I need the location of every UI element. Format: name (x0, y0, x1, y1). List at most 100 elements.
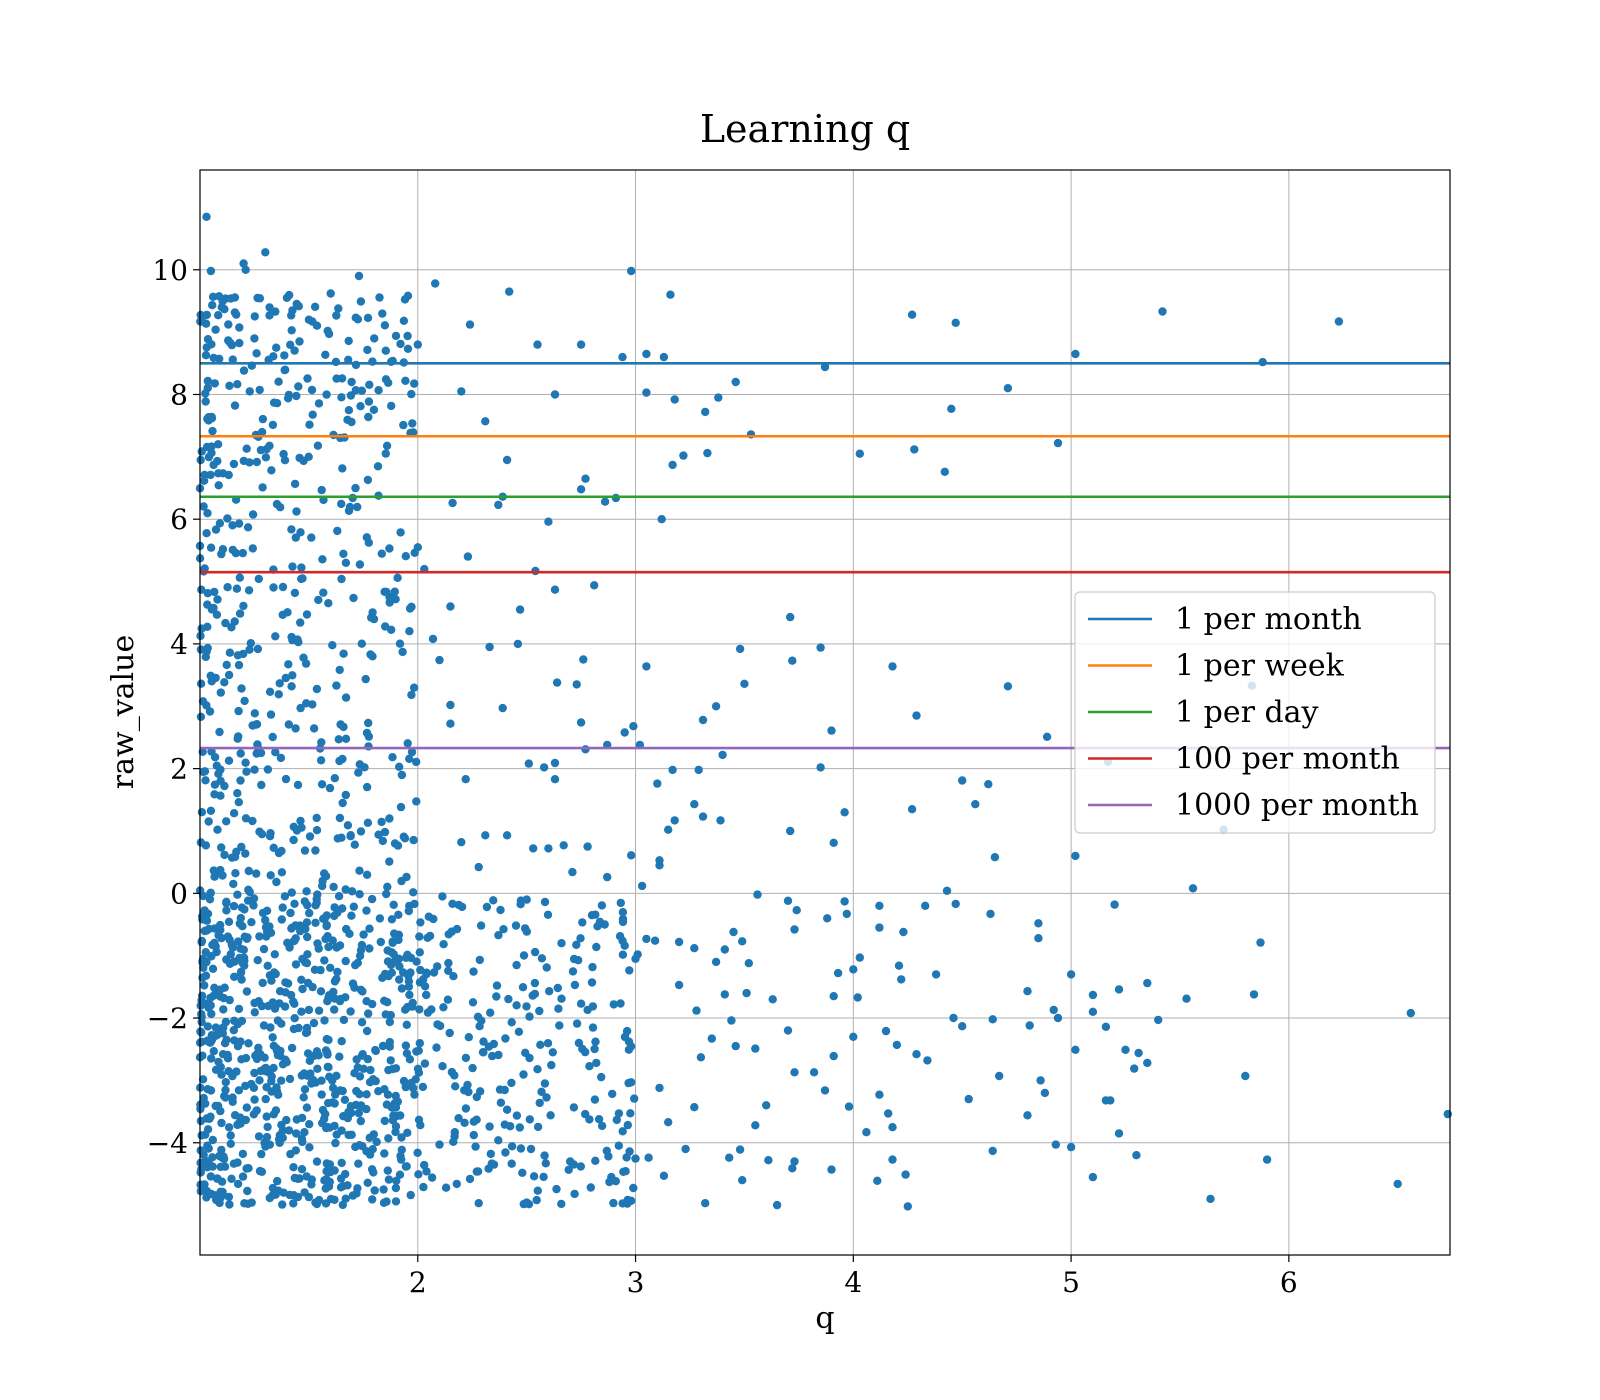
scatter-point (261, 453, 271, 462)
scatter-point (340, 1095, 350, 1105)
scatter-point (474, 1199, 483, 1208)
scatter-point (751, 1044, 760, 1053)
scatter-point (995, 1071, 1004, 1081)
scatter-point (320, 1016, 329, 1025)
scatter-point (302, 1028, 312, 1037)
scatter-point (298, 984, 307, 994)
scatter-point (211, 1023, 220, 1032)
scatter-point (252, 869, 261, 878)
x-tick-label: 4 (844, 1266, 862, 1299)
scatter-point (888, 1123, 897, 1132)
scatter-point (1053, 1013, 1063, 1023)
scatter-point (1182, 994, 1191, 1003)
scatter-point (364, 1009, 373, 1018)
scatter-point (382, 1100, 392, 1109)
scatter-point (425, 931, 435, 941)
scatter-point (537, 954, 547, 963)
scatter-point (499, 925, 508, 934)
scatter-point (363, 818, 373, 827)
scatter-point (461, 775, 470, 784)
scatter-point (323, 1062, 332, 1072)
scatter-point (396, 1111, 405, 1120)
scatter-point (415, 932, 424, 941)
scatter-point (214, 469, 223, 478)
scatter-point (1256, 938, 1265, 947)
scatter-point (557, 939, 566, 948)
scatter-point (305, 832, 315, 841)
scatter-point (533, 1065, 542, 1074)
scatter-point (201, 319, 211, 328)
scatter-point (530, 947, 540, 957)
scatter-point (320, 1114, 329, 1124)
scatter-point (382, 889, 391, 899)
scatter-point (331, 1138, 340, 1148)
scatter-point (386, 1056, 395, 1065)
scatter-point (196, 645, 206, 654)
scatter-point (875, 923, 884, 932)
scatter-point (457, 387, 466, 396)
scatter-point (988, 1015, 997, 1024)
scatter-point (297, 563, 306, 572)
x-tick-label: 6 (1280, 1266, 1298, 1299)
scatter-point (363, 1054, 372, 1064)
scatter-point (1036, 1076, 1045, 1085)
scatter-point (283, 938, 292, 947)
scatter-point (384, 378, 393, 387)
scatter-point (412, 797, 421, 806)
y-tick-label: 8 (170, 378, 188, 411)
scatter-point (287, 888, 296, 897)
scatter-point (271, 632, 280, 641)
scatter-point (252, 349, 261, 358)
scatter-point (650, 936, 660, 945)
scatter-point (391, 595, 400, 604)
scatter-point (196, 838, 206, 847)
scatter-point (618, 908, 628, 917)
scatter-point (383, 957, 393, 966)
scatter-point (314, 1006, 324, 1015)
scatter-point (738, 937, 747, 946)
scatter-point (225, 381, 234, 390)
scatter-point (410, 379, 419, 388)
scatter-point (214, 292, 224, 301)
scatter-point (494, 931, 503, 940)
scatter-point (324, 1035, 333, 1045)
scatter-point (223, 583, 232, 592)
scatter-point (248, 544, 257, 553)
scatter-point (240, 696, 249, 706)
scatter-point (356, 402, 365, 411)
scatter-point (546, 1111, 555, 1120)
scatter-point (616, 898, 625, 908)
scatter-point (241, 758, 250, 767)
scatter-point (519, 1199, 528, 1209)
scatter-point (225, 648, 235, 657)
scatter-point (338, 754, 347, 764)
scatter-point (849, 965, 858, 974)
scatter-point (642, 349, 651, 359)
scatter-point (923, 1056, 932, 1065)
scatter-point (250, 1095, 259, 1104)
scatter-point (332, 974, 341, 984)
scatter-point (1101, 1022, 1111, 1031)
scatter-point (253, 644, 263, 654)
scatter-point (335, 941, 345, 950)
scatter-point (951, 318, 960, 327)
scatter-point (310, 965, 320, 974)
scatter-point (257, 1149, 266, 1159)
scatter-point (197, 585, 206, 594)
scatter-point (337, 1126, 346, 1135)
scatter-point (431, 279, 440, 288)
scatter-point (280, 351, 289, 360)
scatter-point (374, 386, 383, 395)
scatter-point (381, 346, 390, 355)
scatter-point (321, 872, 331, 881)
scatter-point (701, 407, 710, 417)
scatter-point (600, 497, 610, 506)
scatter-point (318, 555, 327, 564)
scatter-point (349, 902, 358, 911)
scatter-point (353, 1063, 362, 1072)
scatter-point (321, 350, 330, 359)
scatter-point (230, 852, 240, 862)
scatter-point (257, 1167, 267, 1177)
scatter-point (263, 765, 273, 774)
scatter-point (207, 1054, 216, 1063)
